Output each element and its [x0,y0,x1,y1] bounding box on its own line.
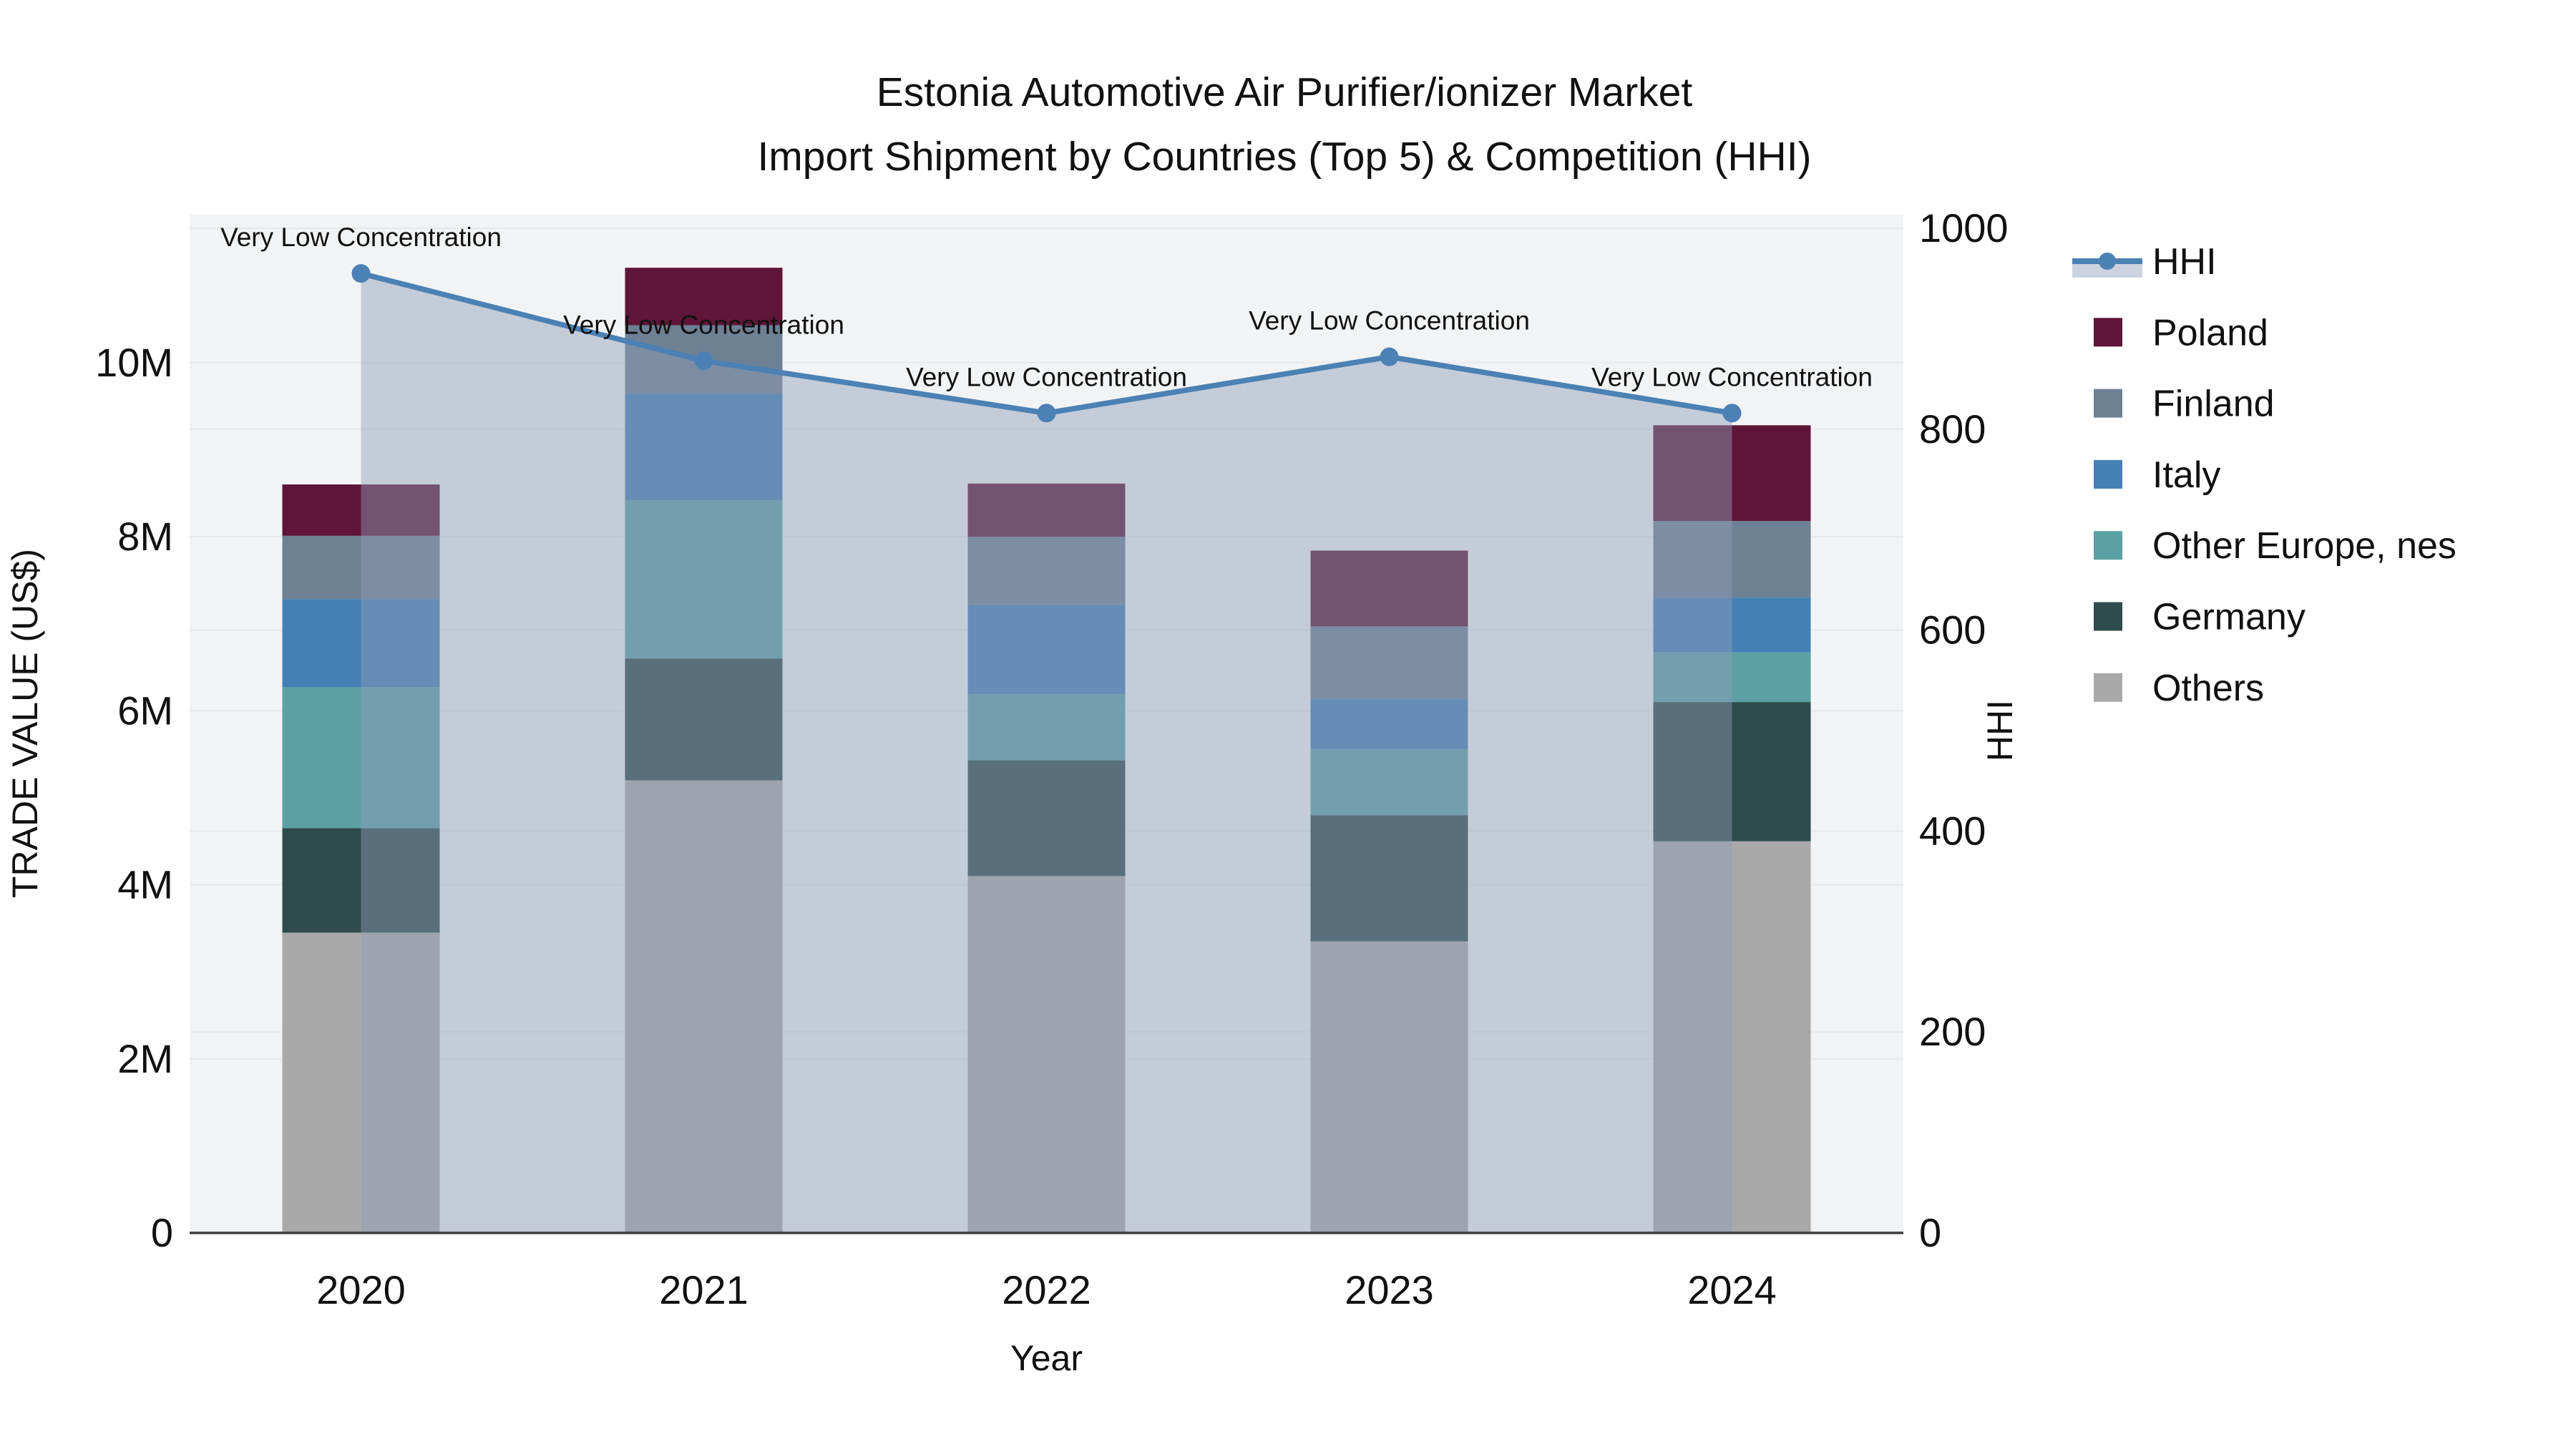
y-right-axis-title: HHI [1980,700,2020,761]
hhi-marker-2024[interactable] [1722,404,1742,423]
legend-color-swatch [2094,389,2122,418]
bar-segment-2020-finland[interactable] [282,535,440,600]
legend-color-swatch [2094,459,2122,489]
hhi-marker-2021[interactable] [694,351,713,371]
bar-segment-2024-other-europe-nes[interactable] [1653,652,1811,703]
chart-title-line1: Estonia Automotive Air Purifier/ionizer … [877,69,1693,115]
bar-segment-2020-poland[interactable] [282,484,440,536]
y-left-tick-10M: 10M [95,340,173,385]
legend-label: HHI [2152,241,2217,283]
legend-item-finland[interactable]: Finland [2094,384,2275,425]
bar-segment-2022-finland[interactable] [967,537,1126,605]
bar-segment-2022-others[interactable] [967,876,1126,1233]
legend-label: Poland [2152,312,2268,353]
y-right-tick-200: 200 [1919,1009,1986,1054]
legend-label: Italy [2152,454,2220,496]
bar-segment-2024-poland[interactable] [1653,425,1811,522]
bar-segment-2023-germany[interactable] [1310,815,1468,942]
y-right-tick-400: 400 [1919,808,1986,853]
bar-segment-2022-other-europe-nes[interactable] [967,694,1126,761]
y-left-tick-0: 0 [151,1210,173,1255]
bar-segment-2020-other-europe-nes[interactable] [282,687,440,829]
bar-segment-2021-others[interactable] [625,780,783,1233]
y-left-tick-4M: 4M [117,862,173,907]
legend-color-swatch [2094,318,2122,347]
bar-segment-2020-germany[interactable] [282,828,440,933]
legend-color-swatch [2094,602,2122,631]
y-right-tick-1000: 1000 [1919,205,2009,250]
legend-item-other-europe-nes[interactable]: Other Europe, nes [2094,525,2457,567]
bar-segment-2021-italy[interactable] [625,394,783,500]
annotation-2024: Very Low Concentration [1591,362,1873,391]
bar-segment-2024-germany[interactable] [1653,702,1811,841]
bar-segment-2022-italy[interactable] [967,604,1126,695]
hhi-marker-2020[interactable] [351,264,371,283]
hhi-area-fill [361,273,1732,1233]
x-tick-2022: 2022 [1002,1267,1091,1312]
annotation-2020: Very Low Concentration [220,223,502,252]
annotation-2021: Very Low Concentration [563,310,844,339]
legend-color-swatch [2094,531,2122,560]
bar-2021 [625,268,783,1233]
legend-label: Germany [2152,597,2306,638]
y-left-axis-title: TRADE VALUE (US$) [5,549,45,898]
annotation-2022: Very Low Concentration [906,362,1187,391]
bar-segment-2023-finland[interactable] [1310,626,1468,700]
y-left-tick-2M: 2M [117,1036,173,1081]
bar-2024 [1653,425,1811,1233]
chart-title-line2: Import Shipment by Countries (Top 5) & C… [757,134,1811,180]
legend-label: Finland [2152,384,2275,425]
bar-segment-2022-germany[interactable] [967,760,1126,877]
legend-label: Others [2152,668,2264,709]
y-right-tick-600: 600 [1919,608,1986,653]
bar-2022 [967,483,1126,1233]
legend: HHI Poland Finland Italy Other Europe, nes Ge… [2072,241,2457,709]
hhi-marker-2022[interactable] [1037,404,1056,423]
x-axis-title: Year [1010,1338,1083,1378]
legend-item-germany[interactable]: Germany [2094,597,2306,638]
bar-segment-2022-poland[interactable] [967,483,1126,537]
x-tick-2023: 2023 [1345,1267,1434,1312]
bar-segment-2023-other-europe-nes[interactable] [1310,748,1468,816]
bar-segment-2021-other-europe-nes[interactable] [625,499,783,659]
bar-segment-2023-poland[interactable] [1310,550,1468,627]
bar-segment-2021-poland[interactable] [625,268,783,326]
legend-color-swatch [2094,673,2122,702]
bar-segment-2020-italy[interactable] [282,599,440,688]
y-left-tick-6M: 6M [117,688,173,733]
legend-hhi-marker-icon [2099,253,2116,270]
bar-segment-2024-finland[interactable] [1653,521,1811,598]
bar-2020 [282,484,440,1233]
bar-segment-2024-italy[interactable] [1653,597,1811,653]
x-tick-2020: 2020 [316,1267,406,1312]
legend-label: Other Europe, nes [2152,525,2457,567]
bar-segment-2021-germany[interactable] [625,658,783,781]
legend-item-poland[interactable]: Poland [2094,312,2268,353]
bar-segment-2020-others[interactable] [282,932,440,1233]
y-right-tick-800: 800 [1919,406,1986,452]
annotation-2023: Very Low Concentration [1249,306,1530,336]
legend-item-italy[interactable]: Italy [2094,454,2220,496]
y-left-tick-8M: 8M [117,514,173,559]
bars-group [282,268,1811,1233]
bar-segment-2023-others[interactable] [1310,941,1468,1233]
y-right-tick-0: 0 [1919,1210,1941,1255]
legend-item-others[interactable]: Others [2094,668,2264,709]
bar-segment-2023-italy[interactable] [1310,699,1468,749]
x-tick-2021: 2021 [659,1267,748,1312]
x-tick-2024: 2024 [1687,1267,1777,1312]
legend-item-hhi[interactable]: HHI [2072,241,2217,283]
bar-segment-2024-others[interactable] [1653,841,1811,1233]
bar-2023 [1310,550,1468,1233]
hhi-marker-2023[interactable] [1380,347,1399,366]
